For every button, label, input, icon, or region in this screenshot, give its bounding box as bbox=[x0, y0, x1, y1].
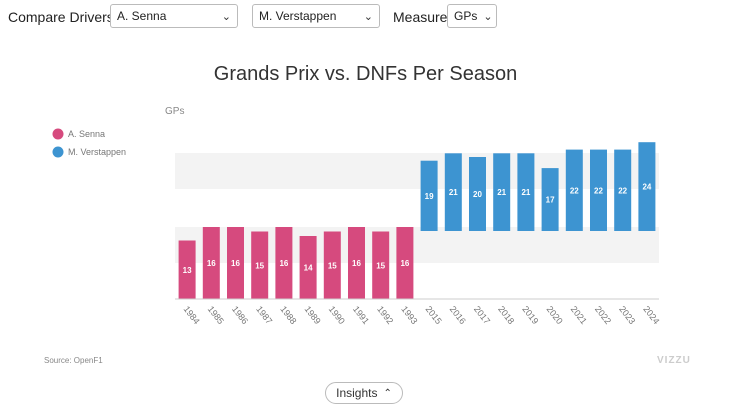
controls-bar: Compare Drivers bbox=[8, 4, 114, 30]
x-tick-label: 2021 bbox=[569, 304, 589, 326]
bar bbox=[541, 168, 559, 231]
x-tick-label: 1984 bbox=[182, 304, 202, 326]
legend-marker bbox=[52, 146, 64, 158]
bar bbox=[420, 160, 438, 231]
driver2-select[interactable]: M. Verstappen ⌄ bbox=[252, 4, 380, 28]
data-label: 21 bbox=[449, 188, 458, 197]
x-tick-label: 2015 bbox=[424, 304, 444, 326]
data-label: 21 bbox=[497, 188, 506, 197]
data-label: 16 bbox=[231, 259, 240, 268]
x-tick-label: 1989 bbox=[303, 304, 323, 326]
x-tick-label: 1987 bbox=[254, 304, 274, 326]
bar bbox=[275, 227, 293, 299]
chevron-down-icon: ⌄ bbox=[483, 10, 493, 23]
legend: A. Senna M. Verstappen bbox=[52, 128, 126, 158]
driver2-value: M. Verstappen bbox=[259, 9, 337, 23]
x-tick-label: 2017 bbox=[472, 304, 492, 326]
x-tick-label: 1985 bbox=[206, 304, 226, 326]
driver1-value: A. Senna bbox=[117, 9, 167, 23]
data-label: 17 bbox=[546, 196, 555, 205]
data-label: 16 bbox=[400, 259, 409, 268]
data-label: 19 bbox=[425, 192, 434, 201]
x-tick-label: 2016 bbox=[448, 304, 468, 326]
legend-label: M. Verstappen bbox=[68, 147, 126, 157]
driver1-select[interactable]: A. Senna ⌄ bbox=[110, 4, 238, 28]
chart-title: Grands Prix vs. DNFs Per Season bbox=[213, 63, 518, 85]
data-label: 22 bbox=[618, 186, 627, 195]
source-note: Source: OpenF1 bbox=[44, 356, 103, 365]
x-tick-label: 2019 bbox=[520, 304, 540, 326]
data-label: 15 bbox=[255, 261, 264, 270]
bar bbox=[396, 227, 414, 299]
grid-band bbox=[175, 227, 659, 263]
x-tick-label: 1992 bbox=[375, 304, 395, 326]
x-tick-label: 2018 bbox=[496, 304, 516, 326]
chevron-up-icon: ⌃ bbox=[383, 387, 392, 399]
x-tick-label: 1990 bbox=[327, 304, 347, 326]
bar bbox=[202, 227, 220, 299]
bar bbox=[565, 149, 583, 231]
data-label: 13 bbox=[183, 266, 192, 275]
data-label: 21 bbox=[521, 188, 530, 197]
legend-label: A. Senna bbox=[68, 129, 105, 139]
measure-select[interactable]: GPs ⌄ bbox=[447, 4, 497, 28]
x-tick-label: 1986 bbox=[230, 304, 250, 326]
bar bbox=[348, 227, 365, 299]
y-axis-label: GPs bbox=[165, 106, 184, 117]
grid-band bbox=[175, 153, 659, 189]
data-label: 20 bbox=[473, 190, 482, 199]
bars-layer: 13 16 16 15 16 14 15 16 15 16 19 21 20 21 21 17 22 22 22 24 bbox=[178, 142, 656, 299]
data-label: 16 bbox=[279, 259, 288, 268]
brand-logo: VIZZU bbox=[657, 355, 691, 366]
x-tick-label: 2024 bbox=[641, 304, 661, 326]
bar bbox=[299, 236, 317, 299]
data-label: 15 bbox=[376, 261, 385, 270]
x-tick-label: 2023 bbox=[617, 304, 637, 326]
insights-button[interactable]: Insights ⌃ bbox=[325, 382, 403, 404]
x-tick-label: 1993 bbox=[399, 304, 419, 326]
insights-label: Insights bbox=[336, 386, 378, 400]
bar bbox=[493, 153, 511, 231]
data-label: 15 bbox=[328, 261, 337, 270]
data-label: 22 bbox=[594, 186, 603, 195]
legend-marker bbox=[52, 128, 64, 140]
data-label: 14 bbox=[304, 264, 313, 273]
data-label: 16 bbox=[352, 259, 361, 268]
x-tick-label: 2022 bbox=[593, 304, 613, 326]
data-label: 16 bbox=[207, 259, 216, 268]
bar bbox=[614, 149, 632, 231]
bar bbox=[638, 142, 656, 231]
bar bbox=[469, 157, 486, 231]
bar bbox=[444, 153, 462, 231]
x-tick-label: 1991 bbox=[351, 304, 371, 326]
x-tick-label: 2020 bbox=[545, 304, 565, 326]
bar bbox=[590, 149, 607, 231]
chevron-down-icon: ⌄ bbox=[221, 10, 231, 23]
bar bbox=[251, 231, 269, 299]
x-tick-label: 1988 bbox=[278, 304, 298, 326]
data-label: 22 bbox=[570, 186, 579, 195]
bar bbox=[372, 231, 390, 299]
x-tick-labels: 1984 1985 1986 1987 1988 1989 1990 1991 1992 1993… bbox=[182, 304, 662, 326]
compare-drivers-label: Compare Drivers bbox=[8, 9, 114, 25]
bar bbox=[517, 153, 535, 231]
chevron-down-icon: ⌄ bbox=[363, 10, 373, 23]
measure-value: GPs bbox=[454, 9, 478, 23]
bar bbox=[323, 231, 341, 299]
measure-label: Measure bbox=[393, 9, 448, 25]
bar bbox=[227, 227, 244, 299]
data-label: 24 bbox=[642, 183, 651, 192]
bar bbox=[178, 240, 196, 299]
